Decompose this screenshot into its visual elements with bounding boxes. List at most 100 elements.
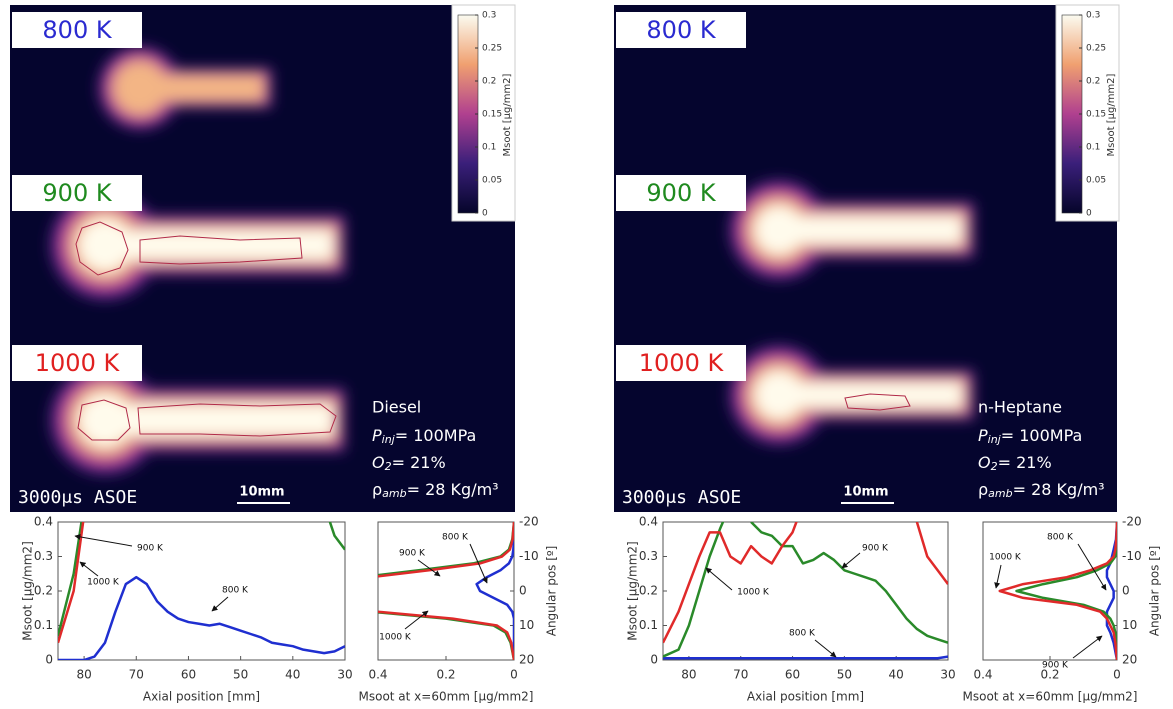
x-tick-label: 60 <box>181 668 196 682</box>
y-tick-label: 0 <box>650 653 658 667</box>
y-axis-label: Angular pos [º] <box>1148 546 1162 637</box>
x-tick-label: 0.4 <box>368 668 387 682</box>
colorbar-tick-label: 0.25 <box>482 44 502 54</box>
y-axis-label: Msoot [μg/mm2] <box>626 541 640 640</box>
condition-subscript: amb <box>382 487 406 500</box>
y-tick-label: 0.2 <box>639 584 658 598</box>
x-tick-label: 80 <box>681 668 696 682</box>
condition-symbol: O <box>372 453 385 472</box>
y-axis-label: Msoot [μg/mm2] <box>21 541 35 640</box>
series-label: 1000 K <box>379 633 412 643</box>
condition-text: = 21% <box>392 453 446 472</box>
x-axis-label: Axial position [mm] <box>143 690 260 704</box>
fuel-label: Diesel <box>372 398 421 417</box>
colorbar-label: Msoot [μg/mm2] <box>502 73 513 156</box>
condition: O2= 21% <box>372 453 446 474</box>
x-tick-label: 60 <box>785 668 800 682</box>
x-tick-label: 70 <box>733 668 748 682</box>
condition-symbol: ρ <box>978 480 988 499</box>
x-axis-label: Msoot at x=60mm [μg/mm2] <box>359 690 534 704</box>
y-tick-label: 0 <box>519 584 527 598</box>
y-tick-label: 0.3 <box>639 549 658 563</box>
condition-subscript: inj <box>382 433 396 446</box>
temperature-label: 900 K <box>42 179 112 207</box>
series-label: 1000 K <box>87 578 120 588</box>
series-label: 900 K <box>399 549 426 559</box>
colorbar-tick-label: 0.3 <box>482 11 496 21</box>
plot-area <box>58 522 345 660</box>
x-axis-label: Axial position [mm] <box>747 690 864 704</box>
temperature-label: 800 K <box>42 16 112 44</box>
colorbar-tick-label: 0.05 <box>482 176 502 186</box>
y-tick-label: 0 <box>1122 584 1130 598</box>
y-tick-label: 20 <box>1122 653 1137 667</box>
series-label: 900 K <box>1042 661 1069 671</box>
condition-subscript: amb <box>988 487 1012 500</box>
y-tick-label: 10 <box>519 618 534 632</box>
series-label: 1000 K <box>989 553 1022 563</box>
colorbar-tick-label: 0 <box>1086 209 1092 219</box>
y-tick-label: 0.3 <box>34 549 53 563</box>
y-tick-label: 0 <box>45 653 53 667</box>
series-label: 800 K <box>1047 533 1074 543</box>
colorbar-tick-label: 0.1 <box>1086 143 1100 153</box>
x-tick-label: 40 <box>889 668 904 682</box>
colorbar-label: Msoot [μg/mm2] <box>1106 73 1117 156</box>
figure: 800 K900 K1000 K00.050.10.150.20.250.3Ms… <box>0 0 1173 709</box>
condition-symbol: ρ <box>372 480 382 499</box>
time-label: 3000μs ASOE <box>18 487 137 508</box>
series-label: 800 K <box>442 533 469 543</box>
condition-text: = 21% <box>998 453 1052 472</box>
time-label: 3000μs ASOE <box>622 487 741 508</box>
condition: O2= 21% <box>978 453 1052 474</box>
plume-layer <box>779 383 962 407</box>
x-tick-label: 30 <box>940 668 955 682</box>
condition-subscript: 2 <box>385 460 392 473</box>
colorbar-tick-label: 0.3 <box>1086 11 1100 21</box>
plume-layer <box>779 217 962 244</box>
y-tick-label: 0.1 <box>639 618 658 632</box>
series-label: 900 K <box>862 544 889 554</box>
temperature-label: 1000 K <box>639 349 725 377</box>
x-tick-label: 30 <box>337 668 352 682</box>
x-tick-label: 40 <box>285 668 300 682</box>
x-tick-label: 0.4 <box>973 668 992 682</box>
y-tick-label: -20 <box>519 515 539 529</box>
colorbar-tick-label: 0.25 <box>1086 44 1106 54</box>
y-tick-label: 10 <box>1122 618 1137 632</box>
y-axis-label: Angular pos [º] <box>545 546 559 637</box>
y-tick-label: 0.2 <box>34 584 53 598</box>
series-label: 800 K <box>789 629 816 639</box>
y-tick-label: -20 <box>1122 515 1142 529</box>
plume-layer <box>140 75 263 101</box>
x-tick-label: 80 <box>76 668 91 682</box>
condition-symbol: P <box>978 426 988 445</box>
x-tick-label: 0.2 <box>436 668 455 682</box>
plume-layer <box>105 231 333 260</box>
condition-text: = 28 Kg/m³ <box>407 480 499 499</box>
colorbar-tick-label: 0.1 <box>482 143 496 153</box>
series-label: 800 K <box>222 586 249 596</box>
series-label: 900 K <box>137 544 164 554</box>
x-tick-label: 0 <box>1113 668 1121 682</box>
colorbar-tick-label: 0.2 <box>482 77 496 87</box>
x-tick-label: 50 <box>233 668 248 682</box>
condition-symbol: O <box>978 453 991 472</box>
condition-text: = 100MPa <box>395 426 477 445</box>
y-tick-label: -10 <box>1122 549 1142 563</box>
scale-label: 10mm <box>239 485 284 500</box>
y-tick-label: 0.1 <box>34 618 53 632</box>
y-tick-label: 0.4 <box>639 515 658 529</box>
colorbar-tick-label: 0.15 <box>1086 110 1106 120</box>
condition-text: = 28 Kg/m³ <box>1013 480 1105 499</box>
colorbar-tick-label: 0.05 <box>1086 176 1106 186</box>
condition-subscript: inj <box>988 433 1002 446</box>
condition-symbol: P <box>372 426 382 445</box>
x-tick-label: 0 <box>510 668 518 682</box>
fuel-label: n-Heptane <box>978 398 1062 417</box>
x-axis-label: Msoot at x=60mm [μg/mm2] <box>963 690 1138 704</box>
y-tick-label: 20 <box>519 653 534 667</box>
temperature-label: 1000 K <box>35 349 121 377</box>
y-tick-label: 0.4 <box>34 515 53 529</box>
x-tick-label: 70 <box>129 668 144 682</box>
